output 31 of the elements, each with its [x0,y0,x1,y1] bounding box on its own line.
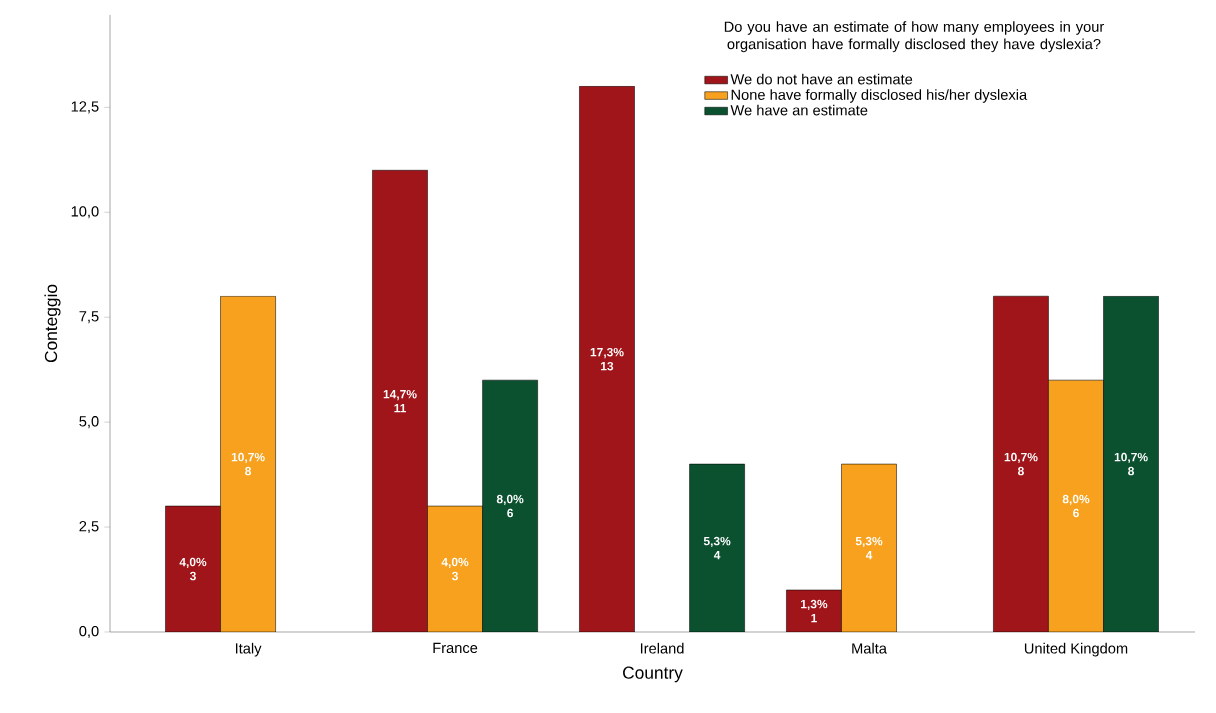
x-tick-label: United Kingdom [1024,642,1128,657]
data-label: 10,7% 8 [1114,452,1148,476]
legend-label: We do not have an estimate [730,73,913,85]
y-tick-label: 7,5 [79,311,99,324]
y-tick-label: 2,5 [79,521,99,534]
data-label: 4,0% 3 [179,557,207,581]
x-axis-title: Country [623,666,683,683]
x-tick-label: France [433,642,478,654]
bar [689,463,745,632]
data-label: 5,3% 4 [703,536,731,560]
x-tick-label: Italy [235,642,262,657]
bar [579,86,635,632]
data-label: 10,7% 8 [231,452,265,476]
data-label: 4,0% 3 [441,557,469,581]
data-label: 14,7% 11 [383,389,417,413]
data-label: 5,3% 4 [855,536,883,560]
data-label: 8,0% 6 [1062,494,1090,518]
y-axis-title: Conteggio [44,284,61,363]
data-label: 8,0% 6 [496,494,524,518]
y-tick-label: 5,0 [79,416,99,429]
y-tick-label: 0,0 [79,625,99,639]
x-tick-label: Malta [852,642,887,654]
y-tick-label: 10,0 [71,206,99,219]
legend-label: None have formally disclosed his/her dyslexia [731,89,1028,103]
x-tick-label: Ireland [640,642,684,654]
legend-title: Do you have an estimate of how many employees in your organisation have formally disclosed they have dyslexia? [724,21,1105,53]
data-label: 17,3% 13 [590,347,624,371]
data-label: 10,7% 8 [1004,452,1038,476]
data-label: 1,3% 1 [801,599,828,623]
legend-label: We have an estimate [730,104,868,116]
y-tick-label: 12,5 [71,101,99,114]
